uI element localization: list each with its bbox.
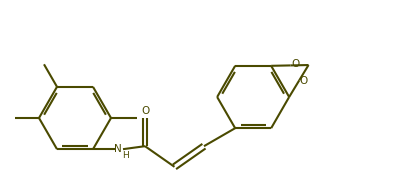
Text: O: O	[141, 106, 149, 116]
Text: N: N	[114, 144, 122, 154]
Text: H: H	[122, 151, 129, 160]
Text: O: O	[291, 59, 299, 69]
Text: O: O	[299, 76, 308, 86]
